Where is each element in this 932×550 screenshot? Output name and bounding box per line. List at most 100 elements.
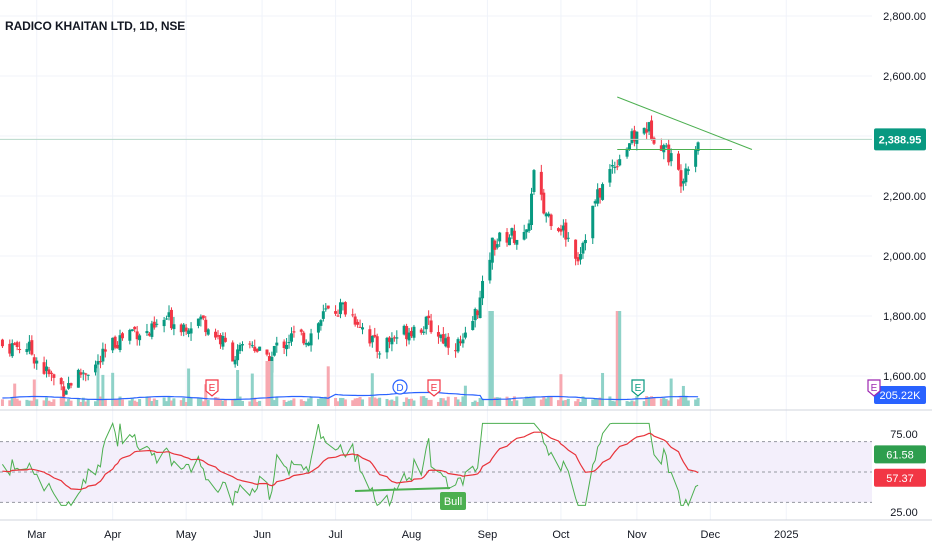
candle-body: [539, 171, 543, 195]
volume-bar: [316, 398, 320, 406]
time-tick-label: Aug: [402, 529, 422, 541]
candle-body: [527, 223, 531, 231]
candle-body: [86, 374, 90, 376]
volume-bar: [422, 396, 426, 406]
volume-bar: [613, 401, 617, 406]
candle-body: [189, 328, 193, 334]
candle-body: [505, 232, 509, 243]
candle-body: [378, 353, 382, 355]
volume-bar: [196, 398, 200, 406]
volume-bar: [98, 396, 102, 406]
volume-bar: [8, 400, 12, 406]
volume-bar: [412, 400, 416, 406]
candle-body: [478, 297, 482, 319]
candle-body: [182, 324, 186, 332]
candle-body: [512, 230, 516, 243]
volume-bar: [253, 397, 257, 406]
candle-body: [94, 364, 98, 373]
candle-body: [676, 153, 680, 170]
candle-body: [130, 329, 134, 331]
volume-bar: [0, 399, 4, 406]
volume-bar: [439, 398, 443, 406]
volume-bar: [659, 398, 663, 406]
candle-body: [272, 346, 276, 356]
candle-body: [341, 302, 345, 305]
candle-body: [307, 342, 311, 346]
candle-body: [172, 324, 176, 330]
candle-body: [216, 335, 220, 337]
candle-body: [410, 330, 414, 337]
price-tick-label: 2,800.00: [883, 11, 926, 23]
volume-bar: [454, 397, 458, 406]
candle-body: [45, 366, 49, 372]
rsi-band: [0, 441, 872, 503]
candle-body: [385, 337, 389, 353]
candle-body: [334, 311, 338, 314]
candle-body: [289, 333, 293, 342]
candle-body: [456, 339, 460, 352]
candle-body: [13, 343, 17, 345]
candle-body: [316, 323, 320, 333]
volume-bar: [128, 400, 132, 406]
volume-bar: [258, 400, 262, 406]
volume-bar: [150, 401, 154, 406]
volume-bar: [76, 398, 80, 406]
time-tick-label: Sep: [478, 529, 498, 541]
candle-body: [370, 335, 374, 343]
volume-bar: [79, 401, 83, 406]
earnings-marker: [427, 379, 441, 397]
volume-bar: [282, 399, 286, 406]
candle-body: [120, 333, 124, 339]
volume-bar: [206, 400, 210, 406]
candle-body: [522, 231, 526, 240]
candle-body: [473, 308, 477, 321]
volume-bar: [495, 397, 499, 406]
volume-bar: [471, 401, 475, 406]
volume-bar: [240, 400, 244, 406]
earnings-marker: [205, 379, 219, 397]
candle-body: [162, 319, 166, 327]
dividend-marker: [392, 379, 408, 395]
rsi-line: [1, 421, 699, 508]
volume-bar: [326, 366, 330, 406]
candle-body: [76, 369, 80, 388]
candle-body: [650, 120, 654, 140]
candle-body: [147, 333, 151, 336]
last-price-label: 2,388.95: [879, 134, 922, 146]
candle-body: [255, 348, 259, 352]
volume-bar: [498, 397, 502, 406]
volume-bar: [490, 311, 494, 406]
candle-body: [647, 122, 651, 132]
volume-bar: [564, 400, 568, 406]
candle-body: [488, 259, 492, 281]
candle-body: [439, 334, 443, 339]
volume-bar: [392, 400, 396, 406]
volume-bar: [630, 400, 634, 406]
candle-body: [165, 318, 169, 320]
candle-body: [613, 166, 617, 168]
volume-bar: [385, 398, 389, 406]
volume-bar: [527, 396, 531, 406]
candle-body: [49, 372, 53, 374]
candle-body: [47, 369, 51, 375]
candle-body: [532, 170, 536, 193]
candle-body: [351, 314, 355, 316]
volume-bar: [647, 397, 651, 406]
volume-bar: [67, 399, 71, 406]
candle-body: [238, 344, 242, 352]
candle-body: [544, 213, 548, 217]
candle-body: [422, 331, 426, 333]
volume-bar: [42, 400, 46, 406]
volume-bar: [169, 400, 173, 406]
candle-body: [681, 181, 685, 184]
candle-body: [591, 205, 595, 239]
volume-bar: [135, 401, 139, 406]
candle-body: [561, 225, 565, 231]
candle-body: [196, 318, 200, 326]
volume-bars: [0, 311, 700, 406]
volume-bar: [101, 374, 105, 406]
candle-body: [81, 372, 85, 374]
volume-bar: [18, 400, 22, 406]
